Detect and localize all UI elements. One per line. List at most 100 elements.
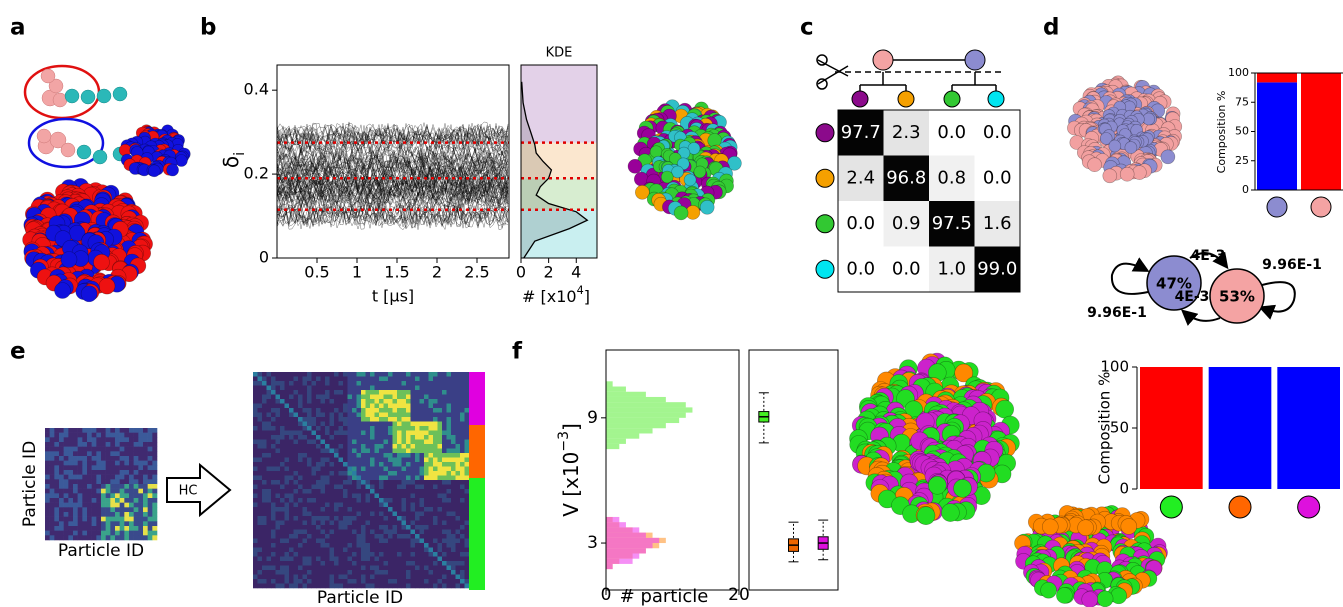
texture-cell <box>420 552 425 557</box>
texture-cell <box>438 449 443 454</box>
texture-cell <box>45 451 50 456</box>
texture-cell <box>393 503 398 508</box>
texture-cell <box>64 461 69 466</box>
texture-cell <box>451 512 456 517</box>
texture-cell <box>424 426 429 431</box>
texture-cell <box>294 462 299 467</box>
texture-cell <box>429 552 434 557</box>
texture-cell <box>456 467 461 472</box>
texture-cell <box>92 475 97 480</box>
texture-cell <box>384 404 389 409</box>
texture-cell <box>64 470 69 475</box>
texture-cell <box>316 507 321 512</box>
texture-cell <box>402 525 407 530</box>
texture-cell <box>129 507 134 512</box>
texture-cell <box>289 489 294 494</box>
texture-cell <box>388 417 393 422</box>
texture-cell <box>447 408 452 413</box>
texture-cell <box>101 531 106 536</box>
texture-cell <box>429 507 434 512</box>
texture-cell <box>280 539 285 544</box>
texture-cell <box>406 485 411 490</box>
texture-cell <box>456 458 461 463</box>
y-axis-label: Composition % <box>1215 91 1228 174</box>
texture-cell <box>357 435 362 440</box>
texture-cell <box>316 570 321 575</box>
texture-cell <box>406 566 411 571</box>
texture-cell <box>325 453 330 458</box>
texture-cell <box>393 372 398 377</box>
texture-cell <box>343 503 348 508</box>
texture-cell <box>406 494 411 499</box>
texture-cell <box>465 516 470 521</box>
texture-cell <box>357 413 362 418</box>
texture-cell <box>120 531 125 536</box>
texture-cell <box>271 489 276 494</box>
texture-cell <box>307 575 312 580</box>
texture-cell <box>366 557 371 562</box>
texture-cell <box>397 543 402 548</box>
texture-cell <box>134 503 139 508</box>
texture-cell <box>73 531 78 536</box>
texture-cell <box>78 521 83 526</box>
texture-cell <box>339 534 344 539</box>
histogram-bar <box>606 407 692 412</box>
texture-cell <box>352 534 357 539</box>
texture-cell <box>271 404 276 409</box>
texture-cell <box>110 456 115 461</box>
texture-cell <box>465 422 470 427</box>
texture-cell <box>45 475 50 480</box>
texture-cell <box>352 453 357 458</box>
texture-cell <box>357 584 362 589</box>
texture-cell <box>366 399 371 404</box>
texture-cell <box>438 480 443 485</box>
cell-label: 0.0 <box>983 122 1012 143</box>
texture-cell <box>294 503 299 508</box>
texture-cell <box>361 431 366 436</box>
texture-cell <box>388 570 393 575</box>
texture-cell <box>366 413 371 418</box>
texture-cell <box>384 467 389 472</box>
texture-cell <box>465 498 470 503</box>
texture-cell <box>442 471 447 476</box>
texture-cell <box>334 381 339 386</box>
texture-cell <box>294 458 299 463</box>
texture-cell <box>451 503 456 508</box>
texture-cell <box>361 503 366 508</box>
texture-cell <box>330 480 335 485</box>
texture-cell <box>460 404 465 409</box>
texture-cell <box>379 467 384 472</box>
texture-cell <box>253 453 258 458</box>
texture-cell <box>143 484 148 489</box>
texture-cell <box>370 539 375 544</box>
texture-cell <box>59 461 64 466</box>
texture-cell <box>339 539 344 544</box>
texture-cell <box>424 561 429 566</box>
texture-cell <box>357 489 362 494</box>
texture-cell <box>262 404 267 409</box>
transition-label: 4E-3 <box>1175 289 1210 305</box>
texture-cell <box>280 404 285 409</box>
texture-cell <box>289 476 294 481</box>
texture-cell <box>429 566 434 571</box>
texture-cell <box>78 437 83 442</box>
texture-cell <box>429 579 434 584</box>
texture-cell <box>447 494 452 499</box>
texture-cell <box>370 579 375 584</box>
texture-cell <box>50 461 55 466</box>
texture-cell <box>129 521 134 526</box>
texture-cell <box>115 456 120 461</box>
texture-cell <box>280 440 285 445</box>
texture-cell <box>460 377 465 382</box>
texture-cell <box>262 480 267 485</box>
texture-cell <box>280 503 285 508</box>
texture-cell <box>433 534 438 539</box>
texture-cell <box>124 503 129 508</box>
texture-cell <box>379 507 384 512</box>
texture-cell <box>438 485 443 490</box>
texture-cell <box>433 440 438 445</box>
texture-cell <box>143 437 148 442</box>
texture-cell <box>316 471 321 476</box>
texture-cell <box>442 408 447 413</box>
texture-cell <box>50 442 55 447</box>
